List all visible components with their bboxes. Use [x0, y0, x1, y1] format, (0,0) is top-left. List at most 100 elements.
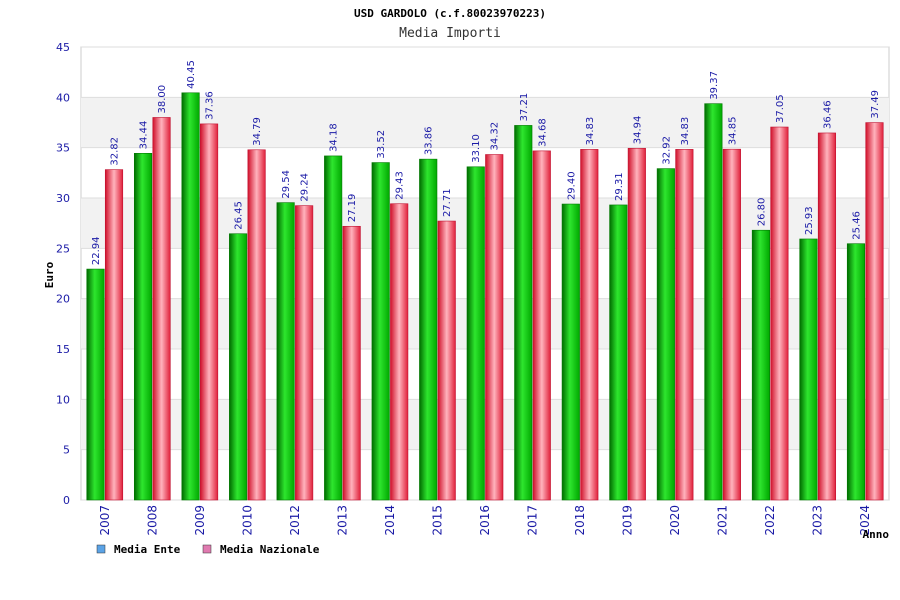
x-tick-label: 2019 — [621, 505, 635, 536]
x-tick-label: 2018 — [573, 505, 587, 536]
bar-media-ente-2020 — [656, 168, 675, 501]
bar-media-ente-2010 — [229, 233, 248, 501]
bar-media-nazionale-2021 — [722, 148, 741, 501]
bar-media-nazionale-2016 — [485, 154, 504, 501]
data-label: 29.31 — [614, 172, 625, 201]
bar-media-ente-2019 — [609, 204, 628, 501]
bar-media-nazionale-2008 — [152, 117, 171, 501]
y-axis-ticks: 0 5 10 15 20 25 30 35 40 45 — [56, 41, 70, 507]
data-label: 34.83 — [680, 117, 691, 146]
x-tick-label: 2021 — [716, 505, 730, 536]
data-label: 36.46 — [822, 100, 833, 129]
x-tick-label: 2007 — [98, 505, 112, 536]
x-tick-label: 2017 — [526, 505, 540, 536]
bar-media-ente-2016 — [466, 166, 485, 501]
x-tick-label: 2020 — [668, 505, 682, 536]
bar-media-ente-2012 — [276, 202, 295, 501]
x-tick-label: 2015 — [430, 505, 444, 536]
data-label: 34.94 — [632, 116, 643, 145]
bar-media-ente-2023 — [799, 238, 818, 501]
legend-label-media-ente: Media Ente — [114, 543, 181, 556]
bar-media-ente-2017 — [514, 125, 533, 501]
bar-media-nazionale-2013 — [342, 225, 361, 501]
data-label: 34.68 — [537, 118, 548, 147]
data-label: 26.80 — [756, 198, 767, 227]
bar-media-ente-2013 — [324, 155, 343, 501]
data-label: 25.93 — [804, 206, 815, 235]
bar-media-nazionale-2014 — [390, 203, 409, 501]
data-label: 27.71 — [442, 188, 453, 217]
bar-media-nazionale-2024 — [865, 122, 884, 501]
data-label: 22.94 — [91, 236, 102, 265]
data-label: 29.54 — [281, 170, 292, 199]
bar-media-nazionale-2015 — [437, 220, 456, 501]
x-tick-label: 2023 — [811, 505, 825, 536]
chart-title: USD GARDOLO (c.f.80023970223) — [354, 7, 546, 20]
data-label: 29.40 — [566, 171, 577, 200]
bar-media-nazionale-2019 — [627, 147, 646, 501]
data-label: 38.00 — [157, 85, 168, 114]
data-label: 32.82 — [110, 137, 121, 166]
data-label: 34.44 — [139, 121, 150, 150]
data-label: 33.86 — [424, 127, 435, 156]
x-axis-ticks: 2007 2008 2009 2010 2012 2013 2014 2015 2016 2017… — [98, 505, 872, 536]
y-tick-label: 20 — [56, 293, 70, 306]
x-tick-label: 2010 — [240, 505, 254, 536]
bar-media-nazionale-2017 — [532, 150, 551, 501]
bar-media-ente-2021 — [704, 103, 723, 501]
bar-media-nazionale-2023 — [817, 132, 837, 501]
data-label: 37.05 — [775, 94, 786, 123]
y-axis-label: Euro — [43, 261, 56, 288]
bars — [86, 92, 884, 501]
bar-media-nazionale-2009 — [200, 123, 219, 501]
legend: Media Ente Media Nazionale — [96, 543, 320, 556]
y-tick-label: 10 — [56, 393, 70, 406]
bar-media-ente-2015 — [419, 158, 438, 501]
data-label: 25.46 — [851, 211, 862, 240]
y-tick-label: 15 — [56, 343, 70, 356]
bar-media-nazionale-2018 — [580, 149, 599, 501]
data-label: 29.43 — [395, 171, 406, 200]
legend-swatch-media-nazionale — [202, 544, 212, 554]
x-tick-label: 2016 — [478, 505, 492, 536]
y-tick-label: 30 — [56, 192, 70, 205]
data-label: 34.83 — [585, 117, 596, 146]
bar-media-ente-2024 — [846, 243, 866, 501]
x-tick-label: 2014 — [383, 505, 397, 536]
y-tick-label: 5 — [63, 444, 70, 457]
y-tick-label: 35 — [56, 142, 70, 155]
data-label: 39.37 — [709, 71, 720, 100]
bar-media-ente-2022 — [751, 229, 770, 501]
bar-media-ente-2009 — [181, 92, 200, 501]
data-label: 34.79 — [252, 117, 263, 146]
data-label: 33.10 — [471, 134, 482, 163]
data-label: 33.52 — [376, 130, 387, 159]
data-label: 34.18 — [329, 123, 340, 152]
data-labels: 22.94 32.82 34.44 38.00 40.45 37.36 26.45 34.79… — [91, 60, 881, 265]
bar-media-ente-2018 — [561, 203, 580, 501]
bar-media-nazionale-2022 — [770, 126, 789, 501]
x-tick-label: 2012 — [288, 505, 302, 536]
y-tick-label: 40 — [56, 91, 70, 104]
data-label: 27.19 — [347, 194, 358, 223]
data-label: 37.49 — [870, 90, 881, 119]
data-label: 29.24 — [300, 173, 311, 202]
bar-media-ente-2007 — [86, 268, 105, 501]
data-label: 32.92 — [661, 136, 672, 165]
x-tick-label: 2008 — [145, 505, 159, 536]
x-tick-label: 2009 — [193, 505, 207, 536]
data-label: 37.21 — [519, 93, 530, 122]
bar-media-nazionale-2012 — [295, 205, 314, 501]
bar-media-nazionale-2010 — [247, 149, 266, 501]
y-tick-label: 0 — [63, 494, 70, 507]
bar-media-ente-2014 — [371, 162, 390, 501]
y-tick-label: 25 — [56, 242, 70, 255]
data-label: 34.32 — [490, 122, 501, 151]
bar-media-nazionale-2007 — [104, 169, 124, 501]
data-label: 26.45 — [234, 201, 245, 230]
chart-subtitle: Media Importi — [399, 26, 501, 41]
data-label: 37.36 — [205, 91, 216, 120]
data-label: 40.45 — [186, 60, 197, 89]
legend-label-media-nazionale: Media Nazionale — [220, 543, 320, 556]
